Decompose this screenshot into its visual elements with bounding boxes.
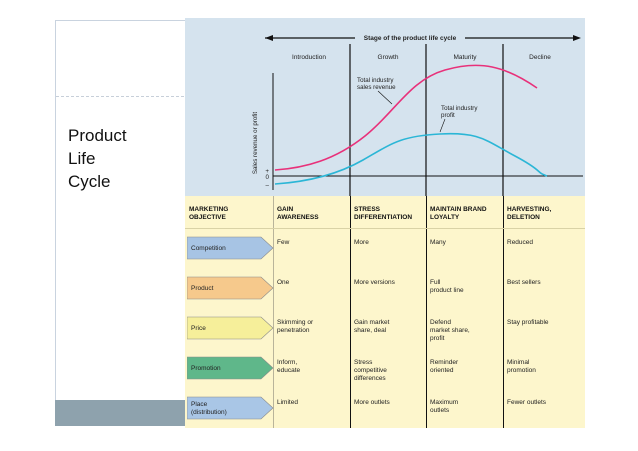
table-cell: Reduced [507, 239, 534, 246]
product-life-cycle-figure: Stage of the product life cycle Introduc… [185, 18, 585, 428]
stage-title-bg [355, 32, 465, 43]
row-label: Competition [191, 245, 226, 252]
slide-divider [56, 96, 184, 97]
slide-footer-bar [55, 400, 185, 426]
zero-label: 0 [266, 174, 270, 181]
row-label: Place (distribution) [191, 401, 227, 416]
column-divider [273, 196, 274, 428]
table-cell: Limited [277, 399, 298, 406]
slide-title-line: Product [68, 126, 127, 145]
row-label-box [187, 276, 274, 300]
table-cell: Stay profitable [507, 319, 549, 326]
slide-title: Product Life Cycle [68, 124, 127, 193]
row-label-box [187, 396, 274, 420]
row-label-box [187, 356, 274, 380]
table-cell: Minimal promotion [507, 359, 536, 374]
slide-title-line: Life [68, 149, 96, 168]
stage-label-maturity: Maturity [453, 54, 477, 61]
table-cell: Full product line [430, 279, 464, 294]
slide-left-panel [55, 20, 186, 402]
column-divider [426, 196, 427, 428]
revenue-curve [274, 64, 538, 171]
row-label: Promotion [191, 365, 221, 372]
table-cell: Best sellers [507, 279, 541, 286]
table-cell: More [354, 239, 369, 246]
column-divider [350, 196, 351, 428]
column-divider [503, 196, 504, 428]
arrow-head-left [265, 35, 273, 41]
stage-title: Stage of the product life cycle [364, 35, 457, 42]
table-cell: Gain market share, deal [354, 319, 390, 334]
table-cell: Many [430, 239, 446, 246]
table-cell: Few [277, 239, 290, 246]
row-label-box [187, 316, 274, 340]
header-marketing-objective: MARKETING OBJECTIVE [189, 206, 229, 221]
stage-label-introduction: Introduction [292, 54, 326, 61]
slide-title-line: Cycle [68, 172, 111, 191]
stage-label-decline: Decline [529, 54, 551, 61]
header-stress-differentiation: STRESS DIFFERENTIATION [354, 206, 413, 221]
header-harvesting-deletion: HARVESTING, DELETION [507, 206, 552, 221]
table-cell: Defend market share, profit [430, 319, 470, 342]
minus-label: – [266, 182, 270, 189]
plus-label: + [265, 168, 269, 175]
revenue-label-line: sales revenue [357, 84, 396, 91]
table-cell: More versions [354, 279, 395, 286]
profit-label-line: profit [441, 112, 455, 119]
table-cell: Skimming or penetration [277, 319, 314, 334]
y-axis-label: Sales revenue or profit [252, 112, 259, 175]
profit-pointer [439, 118, 446, 133]
revenue-pointer [377, 90, 393, 105]
table-cell: Stress competitive differences [354, 359, 387, 382]
profit-label-line: Total industry [441, 105, 478, 112]
revenue-label-line: Total industry [357, 77, 394, 84]
life-cycle-chart: Stage of the product life cycle Introduc… [252, 32, 583, 196]
chart-area: Stage of the product life cycle Introduc… [185, 18, 585, 196]
table-cell: Inform, educate [277, 359, 301, 374]
arrow-head-right [573, 35, 581, 41]
table-cell: One [277, 279, 290, 286]
table-cell: Reminder oriented [430, 359, 459, 374]
row-label-box [187, 236, 274, 260]
profit-curve [274, 132, 548, 185]
row-label: Price [191, 325, 206, 332]
header-maintain-brand-loyalty: MAINTAIN BRAND LOYALTY [430, 206, 487, 221]
header-gain-awareness: GAIN AWARENESS [277, 206, 319, 221]
row-label: Product [191, 285, 214, 292]
header-divider [185, 228, 585, 229]
stage-label-growth: Growth [378, 54, 399, 61]
table-cell: More outlets [354, 399, 390, 406]
table-cell: Maximum outlets [430, 399, 459, 414]
table-cell: Fewer outlets [507, 399, 547, 406]
